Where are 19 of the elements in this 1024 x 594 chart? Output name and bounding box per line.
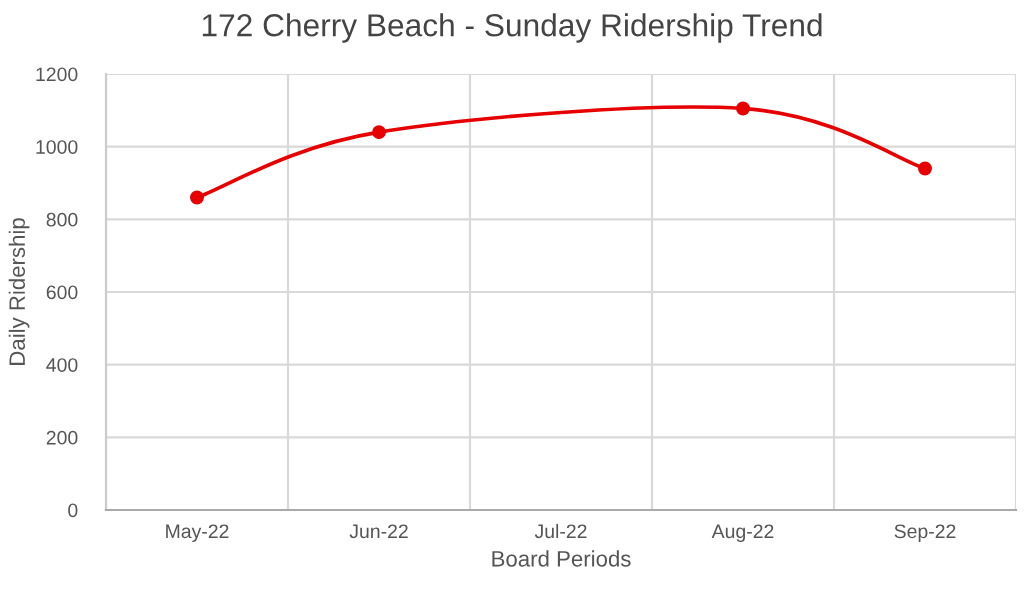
y-axis-title: Daily Ridership — [8, 218, 30, 365]
y-tick-label: 200 — [46, 430, 78, 445]
point — [736, 101, 750, 116]
point — [372, 125, 386, 140]
x-tick-label: Jun-22 — [349, 524, 408, 539]
y-tick-label: 1000 — [36, 140, 78, 154]
y-tick-label: 0 — [68, 503, 78, 518]
x-tick-label: Aug-22 — [711, 524, 774, 543]
point — [190, 190, 204, 205]
y-tick-label: 1200 — [36, 67, 78, 82]
y-tick-label: 800 — [46, 212, 78, 227]
x-tick-label: Sep-22 — [894, 524, 956, 543]
x-tick-label: Jul-22 — [534, 523, 587, 539]
x-tick-label: May-22 — [166, 524, 229, 543]
point — [918, 161, 932, 176]
chart-title: 172 Cherry Beach - Sunday Ridership Trend — [202, 13, 822, 43]
y-tick-label: 600 — [46, 285, 78, 300]
y-tick-label: 400 — [46, 358, 78, 372]
x-axis-title: Board Periods — [492, 550, 631, 567]
